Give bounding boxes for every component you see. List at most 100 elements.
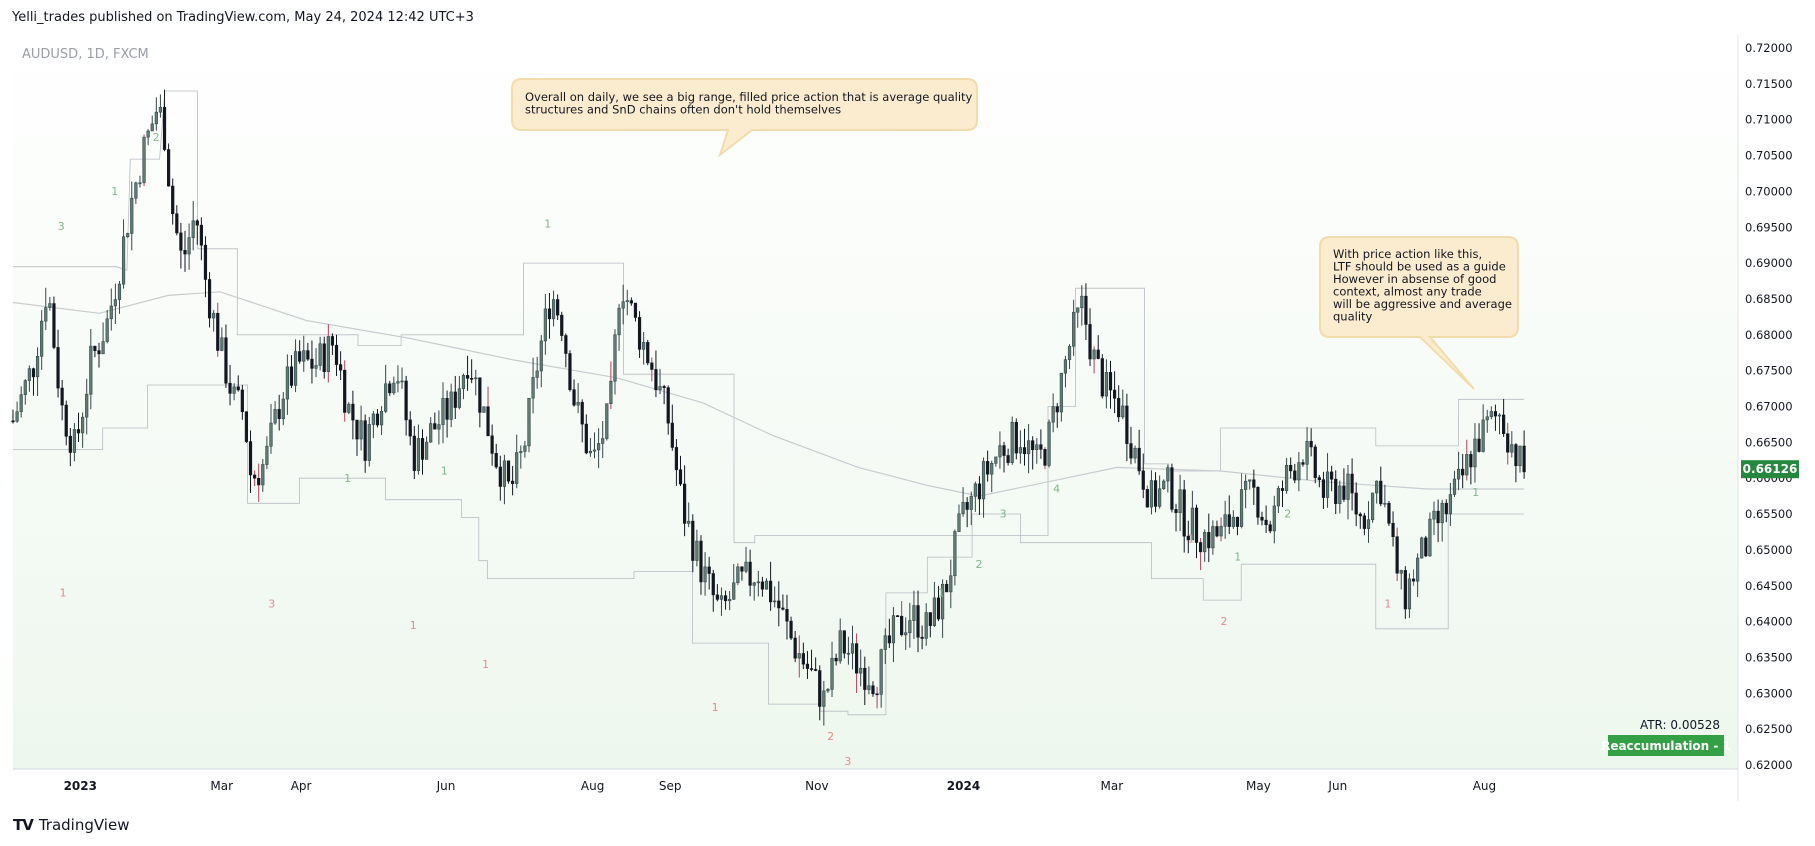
candle-body [359,420,363,440]
candle-body [470,378,474,380]
candle-body [199,224,203,246]
candle-body [1334,478,1338,504]
x-tick-label: Aug [581,779,604,793]
candle-body [621,301,625,309]
candle-body [425,441,429,460]
candle-body [445,398,449,420]
candle-body [707,566,711,574]
candle-body [904,632,908,636]
candle-body [506,460,511,482]
candle-body [945,583,949,593]
candle-body [27,368,31,381]
swing-label: 2 [976,558,983,571]
candle-body [35,356,40,378]
candle-body [601,438,605,444]
candle-body [441,398,445,425]
candle-body [777,600,781,609]
annotation-callout-1[interactable]: Overall on daily, we see a big range, fi… [511,78,978,158]
tradingview-logo[interactable]: TV TradingView [13,816,129,834]
candle-body [1002,445,1006,456]
candle-body [793,637,797,659]
candle-body [1018,447,1022,454]
candle-body [134,182,138,199]
candle-body [920,636,924,639]
candle-body [130,197,134,234]
candle-body [1461,468,1465,476]
candle-body [1456,468,1461,480]
candle-body [1211,526,1215,549]
candle-body [732,582,736,600]
candle-body [1321,479,1326,498]
callout-line: structures and SnD chains often don't ho… [525,103,841,117]
candle-body [1330,471,1334,480]
candle-body [351,403,355,421]
x-tick-label: Sep [659,779,682,793]
candle-body [212,312,216,319]
candle-body [203,244,208,280]
candle-body [1362,515,1366,529]
callout-bubble-1 [511,78,978,158]
candle-body [138,182,142,185]
candle-body [1186,535,1190,541]
candle-body [613,334,617,382]
candle-body [928,612,932,626]
candle-body [654,369,658,391]
candle-body [150,123,154,132]
candle-body [1190,507,1194,541]
callout-line: context, almost any trade [1333,285,1482,299]
y-tick-label: 0.62500 [1745,722,1793,736]
swing-label: 1 [60,587,67,600]
candle-body [994,456,998,464]
candle-body [1182,489,1186,537]
candle-body [756,581,760,584]
candle-body [854,643,859,674]
candle-body [973,483,977,497]
candle-body [785,609,789,622]
candle-body [457,388,461,408]
candle-body [1022,447,1027,455]
candle-body [433,423,437,430]
candle-body [1178,489,1182,513]
candle-body [1248,479,1252,482]
candle-body [429,423,433,443]
candle-body [306,350,310,360]
annotation-callout-2[interactable]: With price action like this, LTF should b… [1319,236,1519,390]
candle-body [1297,462,1301,481]
y-tick-label: 0.65000 [1745,543,1793,557]
candle-body [1391,523,1395,538]
candle-body [1424,537,1428,557]
candle-body [1252,479,1256,488]
candle-body [81,416,85,434]
candle-body [363,420,367,461]
symbol-label: AUDUSD, 1D, FXCM [22,47,149,62]
candle-body [1088,324,1092,360]
candle-body [285,366,289,400]
candle-body [1313,446,1317,478]
candle-body [1276,488,1280,507]
x-tick-label: Jun [436,779,456,793]
candle-body [1223,514,1227,527]
swing-label: 1 [410,619,417,632]
candle-body [539,340,543,372]
candle-body [392,382,396,394]
candle-body [1117,397,1121,418]
candle-body [887,635,891,644]
y-tick-label: 0.66500 [1745,435,1793,449]
swing-label: 1 [938,587,945,600]
candle-body [486,406,490,437]
candle-body [1485,416,1489,421]
candle-body [1231,516,1235,527]
candle-body [68,435,72,453]
candle-body [1112,389,1117,399]
candle-body [1502,414,1506,435]
candle-body [261,464,265,486]
candle-body [1141,470,1145,490]
candle-body [691,520,695,561]
candle-body [388,383,392,394]
y-tick-label: 0.69500 [1745,220,1793,234]
y-tick-label: 0.67000 [1745,400,1793,414]
candle-body [1489,411,1493,418]
candle-body [511,480,515,484]
candle-body [527,397,531,447]
